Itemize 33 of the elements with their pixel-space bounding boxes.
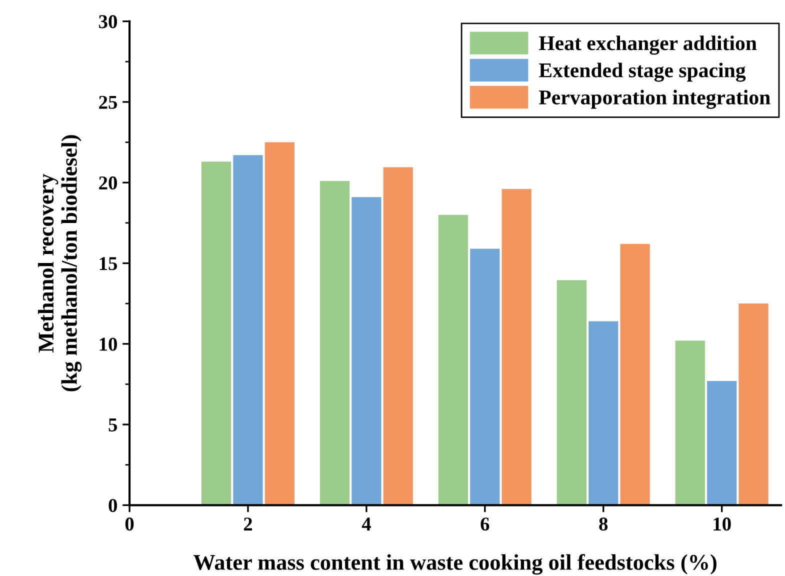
bar	[707, 380, 737, 506]
bar	[470, 248, 500, 506]
legend-label: Extended stage spacing	[538, 62, 746, 82]
y-tick-label: 20	[99, 176, 117, 190]
x-tick-label: 10	[714, 518, 731, 531]
bar	[383, 167, 413, 506]
legend-label: Heat exchanger addition	[538, 36, 757, 55]
x-tick-label: 6	[480, 518, 490, 531]
bar	[675, 340, 705, 506]
bar	[320, 180, 350, 506]
x-tick-label: 2	[244, 518, 252, 530]
bar	[556, 280, 586, 506]
y-axis-title: Methanol recovery (kg methanol/ton biodiesel)	[38, 135, 82, 392]
y-tick-label: 15	[100, 257, 118, 270]
y-tick-label: 30	[99, 15, 117, 28]
bar	[352, 197, 382, 506]
bar	[264, 142, 294, 506]
bar	[502, 189, 532, 506]
bar	[588, 321, 618, 506]
y-tick-label: 10	[100, 338, 117, 351]
x-tick-label: 8	[599, 518, 608, 531]
x-tick-label: 0	[125, 518, 134, 531]
x-axis-title: Water mass content in waste cooking oil feedstocks (%)	[193, 554, 716, 575]
legend-label: Pervaporation integration	[538, 90, 770, 109]
bar	[233, 155, 263, 506]
bar	[620, 244, 650, 506]
y-tick-label: 5	[108, 418, 118, 432]
bar	[201, 162, 232, 506]
bar	[438, 214, 468, 506]
y-tick-label: 0	[108, 498, 117, 512]
x-tick-label: 4	[362, 518, 371, 530]
bar	[738, 304, 768, 506]
y-tick-label: 25	[99, 96, 118, 109]
